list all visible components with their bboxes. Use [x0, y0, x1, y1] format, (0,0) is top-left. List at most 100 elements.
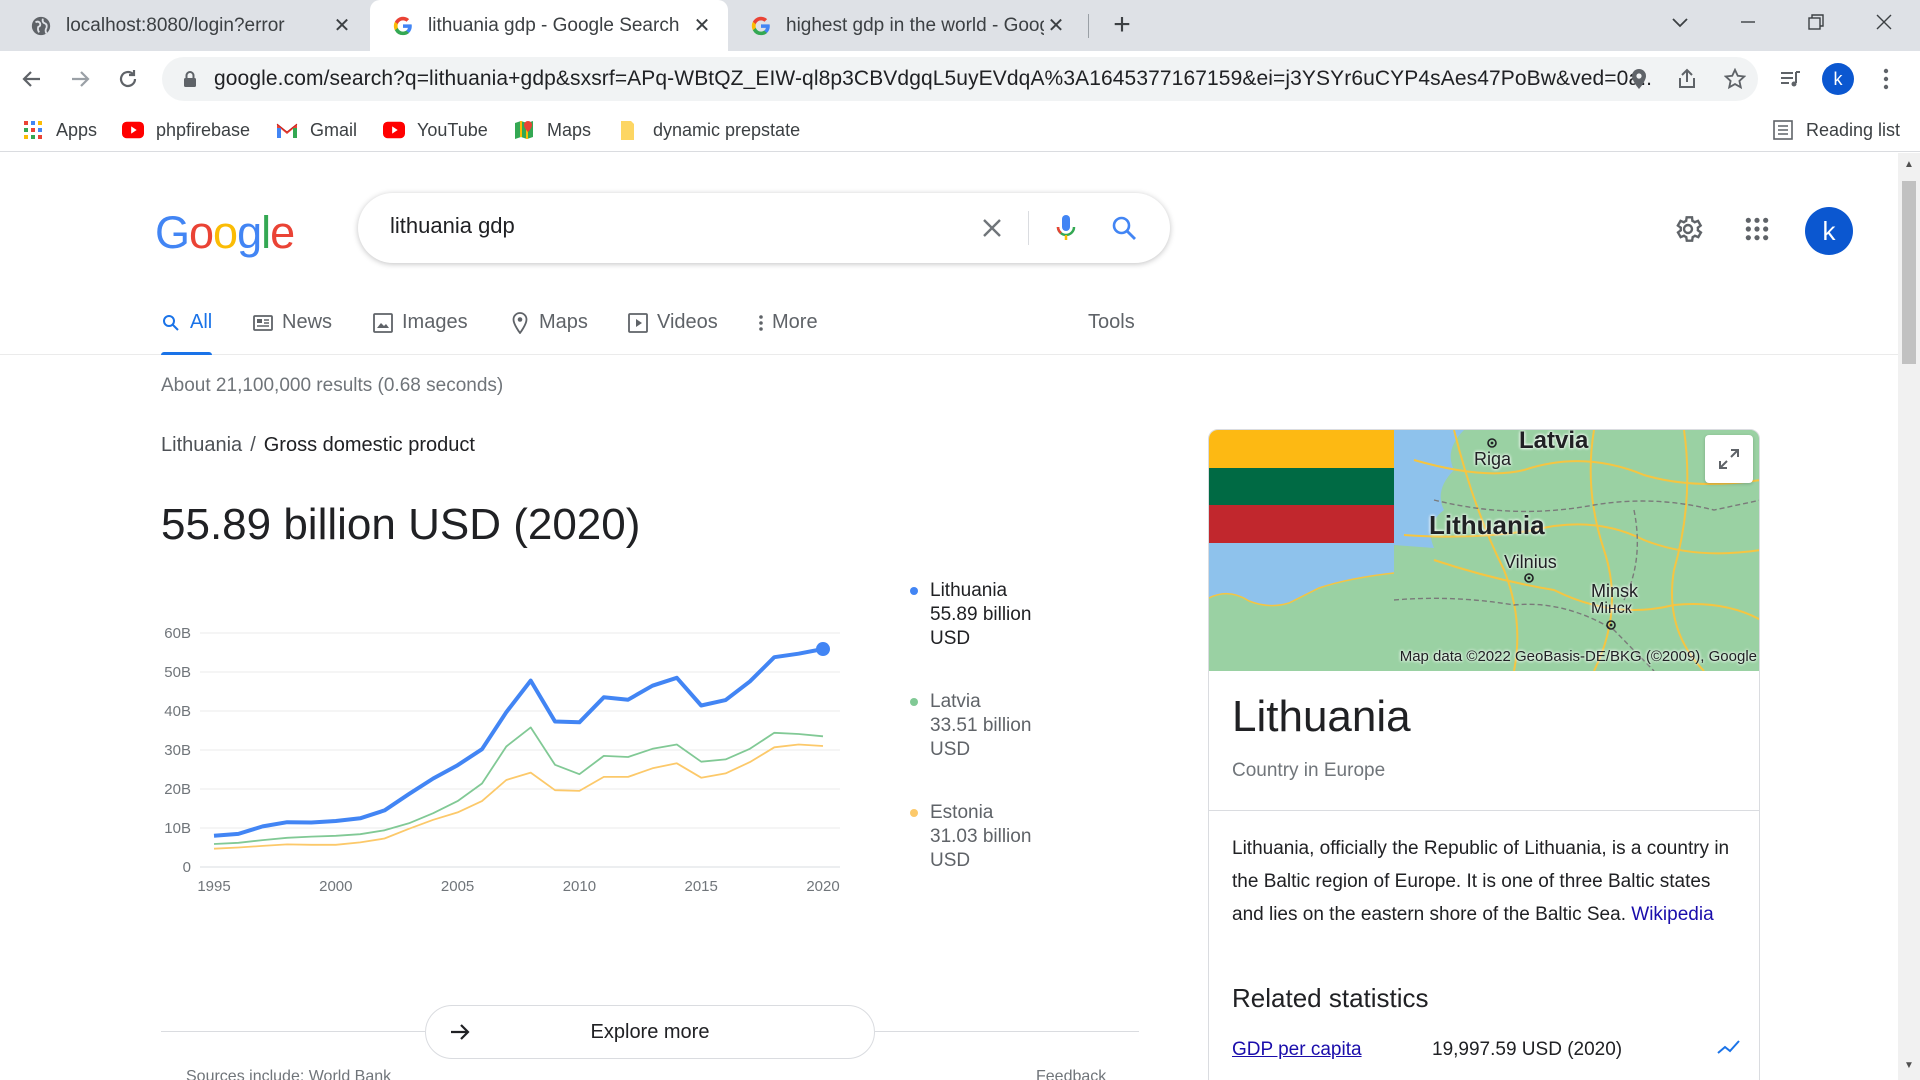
tab-localhost[interactable]: localhost:8080/login?error ✕ — [0, 0, 368, 51]
map-sea-area[interactable] — [1209, 543, 1394, 671]
media-control-button[interactable] — [1772, 61, 1808, 97]
arrow-back-icon — [22, 71, 40, 87]
google-apps-button[interactable] — [1739, 211, 1775, 247]
map-credit: Map data ©2022 GeoBasis-DE/BKG (©2009), … — [1399, 648, 1757, 665]
clear-search-icon[interactable] — [976, 212, 1008, 244]
chrome-menu-button[interactable] — [1868, 61, 1904, 97]
scroll-up-arrow[interactable]: ▲ — [1904, 159, 1914, 170]
breadcrumb-separator: / — [250, 434, 256, 456]
wikipedia-link[interactable]: Wikipedia — [1631, 904, 1714, 925]
series-endpoint-lithuania[interactable] — [816, 642, 830, 657]
series-line-lithuania[interactable] — [213, 647, 824, 838]
tab-label: Videos — [657, 311, 718, 333]
map-label-minsk: Minsk — [1591, 581, 1639, 601]
search-input[interactable]: lithuania gdp — [390, 213, 515, 238]
feedback-link[interactable]: Feedback — [1036, 1068, 1107, 1080]
address-bar[interactable]: google.com/search?q=lithuania+gdp&sxsrf=… — [162, 57, 1758, 101]
description-text: Lithuania, officially the Republic of Li… — [1232, 838, 1730, 925]
location-pin-icon[interactable] — [1626, 66, 1652, 92]
scroll-down-arrow[interactable]: ▼ — [1904, 1060, 1914, 1071]
url-text: google.com/search?q=lithuania+gdp&sxsrf=… — [214, 67, 1654, 90]
maps-icon — [513, 119, 535, 141]
divider — [161, 1031, 425, 1032]
expand-map-button[interactable] — [1705, 435, 1753, 483]
forward-button[interactable] — [62, 61, 98, 97]
search-icon[interactable] — [1108, 212, 1140, 244]
google-logo[interactable]: Google — [155, 207, 295, 258]
tab-images[interactable]: Images — [373, 303, 468, 355]
share-icon[interactable] — [1674, 66, 1700, 92]
flag-image[interactable] — [1209, 430, 1394, 544]
bookmark-maps[interactable]: Maps — [513, 115, 591, 145]
close-icon[interactable]: ✕ — [333, 15, 351, 37]
tab-all[interactable]: All — [161, 303, 213, 355]
y-tick-label: 60B — [164, 625, 191, 642]
bookmark-gmail[interactable]: Gmail — [276, 115, 357, 145]
legend-name: Lithuania — [930, 580, 1008, 601]
tab-lithuania-gdp[interactable]: lithuania gdp - Google Search ✕ — [370, 0, 728, 51]
series-line-latvia[interactable] — [213, 726, 824, 845]
microphone-icon[interactable] — [1050, 212, 1082, 244]
profile-button[interactable]: k — [1820, 61, 1856, 97]
x-tick-label: 2010 — [563, 878, 596, 891]
divider — [875, 1031, 1139, 1032]
answer-value: 55.89 billion USD (2020) — [161, 500, 641, 549]
bookmark-label: YouTube — [417, 119, 488, 140]
gdp-per-capita-link[interactable]: GDP per capita — [1232, 1039, 1362, 1060]
settings-button[interactable] — [1670, 211, 1706, 247]
bookmark-apps[interactable]: Apps — [22, 115, 97, 145]
window-close-button[interactable] — [1856, 0, 1912, 44]
legend-value: 55.89 billion USD — [930, 604, 1032, 649]
bookmark-dynamic-prepstate[interactable]: dynamic prepstate — [619, 115, 800, 145]
divider — [1209, 810, 1759, 811]
series-line-estonia[interactable] — [213, 743, 824, 850]
tab-news[interactable]: News — [253, 303, 332, 355]
close-icon[interactable]: ✕ — [693, 15, 711, 37]
breadcrumb-parent[interactable]: Lithuania — [161, 434, 243, 456]
close-icon[interactable]: ✕ — [1047, 15, 1065, 37]
tab-highest-gdp[interactable]: highest gdp in the world - Google Search… — [730, 0, 1082, 51]
reload-button[interactable] — [110, 61, 146, 97]
map-image[interactable]: Latvia Riga Lithuania Vilnius Minsk Мінс… — [1394, 430, 1759, 671]
new-tab-button[interactable]: + — [1113, 8, 1131, 41]
youtube-icon — [383, 119, 405, 141]
lock-icon[interactable] — [180, 70, 200, 88]
tab-separator — [1088, 14, 1089, 38]
reading-list-button[interactable]: Reading list — [1772, 115, 1900, 145]
trend-chart-icon[interactable] — [1717, 1039, 1741, 1061]
bookmark-phpfirebase[interactable]: phpfirebase — [122, 115, 250, 145]
tab-strip: localhost:8080/login?error ✕ lithuania g… — [0, 0, 1920, 51]
page-scrollbar[interactable]: ▲ ▼ — [1898, 153, 1920, 1080]
back-button[interactable] — [14, 61, 50, 97]
map-label-latvia: Latvia — [1519, 430, 1589, 454]
bookmark-star-icon[interactable] — [1722, 66, 1748, 92]
tools-button[interactable]: Tools — [1088, 303, 1135, 355]
bookmark-label: phpfirebase — [156, 119, 251, 140]
gdp-line-chart[interactable]: 0 10B 20B 30B 40B 50B 60B 1995 2000 2005 2010 2015 2… — [150, 571, 850, 891]
tab-label: Images — [402, 311, 468, 333]
bookmark-label: Maps — [547, 119, 592, 140]
map-label-riga: Riga — [1474, 449, 1512, 469]
tab-search-button[interactable] — [1652, 0, 1708, 44]
map-label-lithuania: Lithuania — [1429, 510, 1545, 540]
search-box: lithuania gdp — [358, 193, 1170, 263]
apps-grid-icon — [22, 119, 44, 141]
search-icon — [161, 313, 181, 333]
explore-more-button[interactable]: Explore more — [425, 1005, 875, 1059]
avatar[interactable]: k — [1805, 207, 1853, 255]
chevron-down-icon — [1672, 18, 1688, 28]
search-filter-bar: All News Images Maps Videos More Tools — [0, 303, 1898, 355]
more-vert-icon — [756, 313, 766, 333]
tab-videos[interactable]: Videos — [628, 303, 718, 355]
bookmark-youtube[interactable]: YouTube — [383, 115, 488, 145]
bookmark-label: dynamic prepstate — [653, 119, 801, 140]
minimize-button[interactable] — [1720, 0, 1776, 44]
breadcrumb-current: Gross domestic product — [263, 434, 475, 456]
restore-icon — [1808, 14, 1824, 30]
tab-maps[interactable]: Maps — [510, 303, 588, 355]
knowledge-panel: Latvia Riga Lithuania Vilnius Minsk Мінс… — [1208, 429, 1760, 1080]
restore-button[interactable] — [1788, 0, 1844, 44]
scrollbar-thumb[interactable] — [1902, 181, 1916, 364]
x-tick-label: 2020 — [806, 878, 839, 891]
tab-more[interactable]: More — [756, 303, 818, 355]
